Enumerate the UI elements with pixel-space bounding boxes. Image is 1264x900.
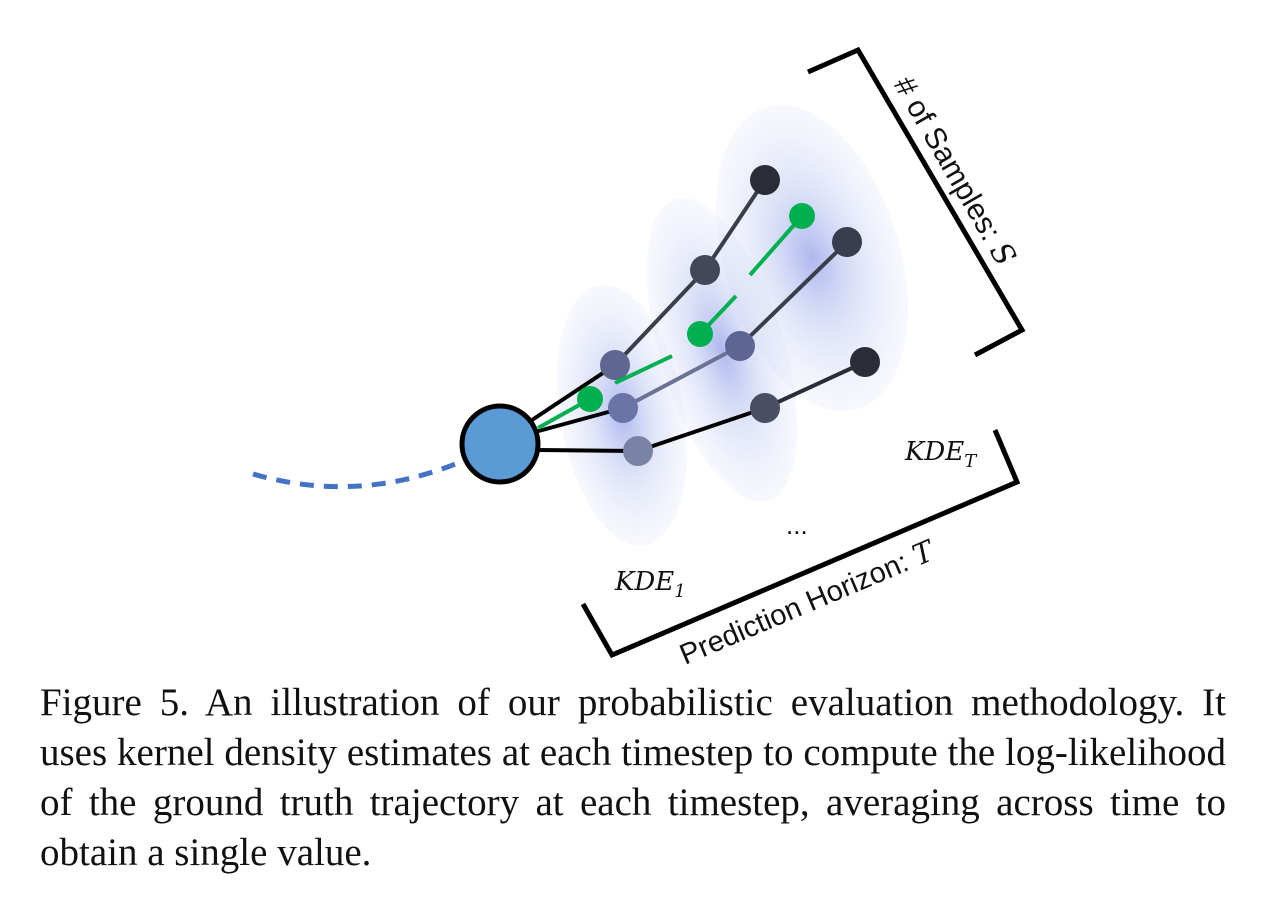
sample-point (850, 347, 880, 377)
sample-point (725, 331, 755, 361)
kde-last-label: KDET (904, 437, 978, 472)
sample-trajectory-1 (530, 165, 780, 422)
samples-bracket (806, 46, 1026, 358)
sample-trajectory-3 (537, 347, 880, 466)
kde-first-label: KDE1 (614, 567, 686, 602)
figure-caption: Figure 5. An illustration of our probabi… (40, 681, 1226, 874)
samples-label: # of Samples: S (886, 71, 1022, 272)
sample-trajectory-2 (534, 227, 862, 434)
sample-point (690, 255, 720, 285)
kde-blob-2 (646, 197, 798, 503)
ground-truth-trajectory (537, 203, 815, 430)
sample-point (832, 227, 862, 257)
past-trajectory (252, 457, 466, 490)
timestep-ellipsis: ... (786, 510, 808, 540)
ground-truth-point (577, 386, 603, 412)
sample-point (750, 393, 780, 423)
horizon-bracket (580, 429, 1021, 659)
sample-point (608, 393, 638, 423)
sample-point (600, 350, 630, 380)
ground-truth-point (789, 203, 815, 229)
ground-truth-point (687, 321, 713, 347)
horizon-label: Prediction Horizon: T (674, 533, 940, 670)
sample-point (623, 436, 653, 466)
kde-evaluation-diagram: # of Samples: S Prediction Horizon: T KD… (252, 46, 1026, 670)
sample-point (750, 165, 780, 195)
agent-node (459, 403, 541, 485)
